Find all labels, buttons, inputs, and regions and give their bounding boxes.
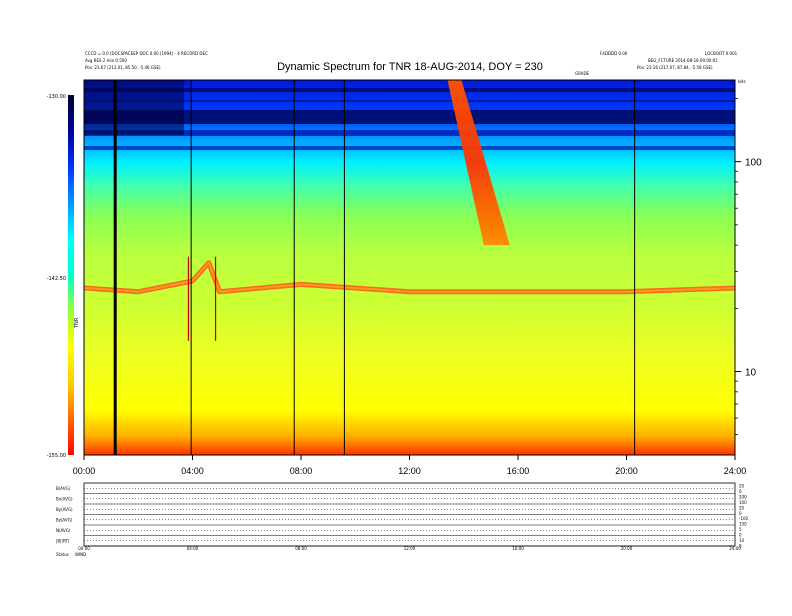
x-tick-label: 20:00 <box>615 466 638 476</box>
y-unit-label: kHz <box>738 79 745 84</box>
lower-right-tick: 20 <box>739 484 745 489</box>
lower-row-label: |B|(RT) <box>56 538 70 543</box>
lower-x-tick-label: 20:00 <box>621 546 633 551</box>
lower-row-label: By(AVG) <box>56 507 73 512</box>
y-tick-label: 10 <box>745 367 757 378</box>
y-tick-label: 100 <box>745 158 762 169</box>
meta-right-top-b: LOCBOOT 0.001 <box>705 51 738 56</box>
lower-row-label: N(AVG) <box>56 528 71 533</box>
x-tick-label: 24:00 <box>724 466 747 476</box>
lower-right-tick: 0 <box>739 511 742 516</box>
lower-x-tick-label: 12:00 <box>404 546 416 551</box>
lower-x-tick-label: 04:00 <box>187 546 199 551</box>
spectrogram <box>83 79 736 456</box>
dark-band <box>84 130 735 136</box>
meta-right-top-a: F4DDDD 0.00 <box>600 51 628 56</box>
lower-row-label: B(AVG) <box>56 486 71 491</box>
dark-patch <box>84 80 184 135</box>
colorbar-label: TNR <box>74 317 80 329</box>
lower-x-tick-label: 00:00 <box>78 546 90 551</box>
lower-x-tick-label: 24:00 <box>729 546 741 551</box>
type-iii-burst <box>447 80 510 246</box>
spectrogram-background <box>84 80 735 455</box>
x-tick-label: 16:00 <box>507 466 530 476</box>
lower-right-tick: 8 <box>739 544 742 549</box>
lower-x-tick-label: 16:00 <box>512 546 524 551</box>
lower-right-tick: 200 <box>739 494 747 499</box>
dark-band <box>84 146 735 150</box>
lower-right-tick: 20 <box>739 505 745 510</box>
dark-band <box>84 100 735 102</box>
lower-right-tick: 100 <box>739 500 747 505</box>
dark-band <box>84 110 735 124</box>
meta-left-3: Pos: 23.67 (213.01, 85.50, -5.46 GSE) <box>85 65 161 70</box>
colorbar-tick-top: -130.00 <box>47 94 66 100</box>
plasma-line-core <box>83 261 736 293</box>
x-tick-label: 04:00 <box>181 466 204 476</box>
meta-right-3: Pos: 23.16 (217.07, 87.84, -5.59 GSE) <box>637 65 713 70</box>
colorbar-tick-bottom: -155.00 <box>47 453 66 459</box>
colorbar <box>68 95 74 455</box>
lower-right-tick: 5 <box>739 527 742 532</box>
chart-title: Dynamic Spectrum for TNR 18-AUG-2014, DO… <box>277 61 543 73</box>
footer-source: WIND <box>75 552 86 557</box>
x-tick-label: 00:00 <box>73 466 96 476</box>
lower-right-tick: 10 <box>739 538 745 543</box>
colorbar-tick-mid: -142.50 <box>47 276 66 282</box>
footer-status: Status <box>56 552 69 557</box>
x-tick-label: 08:00 <box>290 466 313 476</box>
lower-right-tick: 0 <box>739 489 742 494</box>
lower-row-label: Bx(AVG) <box>56 496 73 501</box>
lower-x-tick-label: 08:00 <box>295 546 307 551</box>
lower-right-tick: -100 <box>739 516 749 521</box>
x-tick-label: 12:00 <box>398 466 421 476</box>
lower-panel: B(AVG) Bx(AVG) By(AVG) Bz(AVG) N(AVG) |B|(RT)… <box>56 482 749 557</box>
meta-right-2: BEG_FCTURE 2014-08-18 00:00:01 <box>648 58 718 63</box>
dark-band <box>84 88 735 92</box>
lower-right-tick: 100 <box>739 522 747 527</box>
meta-left-2: Avg RES 2 min 0.500 <box>85 58 127 63</box>
meta-center: GRADE <box>575 71 590 76</box>
lower-right-tick: 0 <box>739 533 742 538</box>
lower-row-label: Bz(AVG) <box>56 517 73 522</box>
meta-left-1: CCCD = 0.0 (DOCSPACEEP DOC 0.00 (1994) -… <box>85 51 208 56</box>
